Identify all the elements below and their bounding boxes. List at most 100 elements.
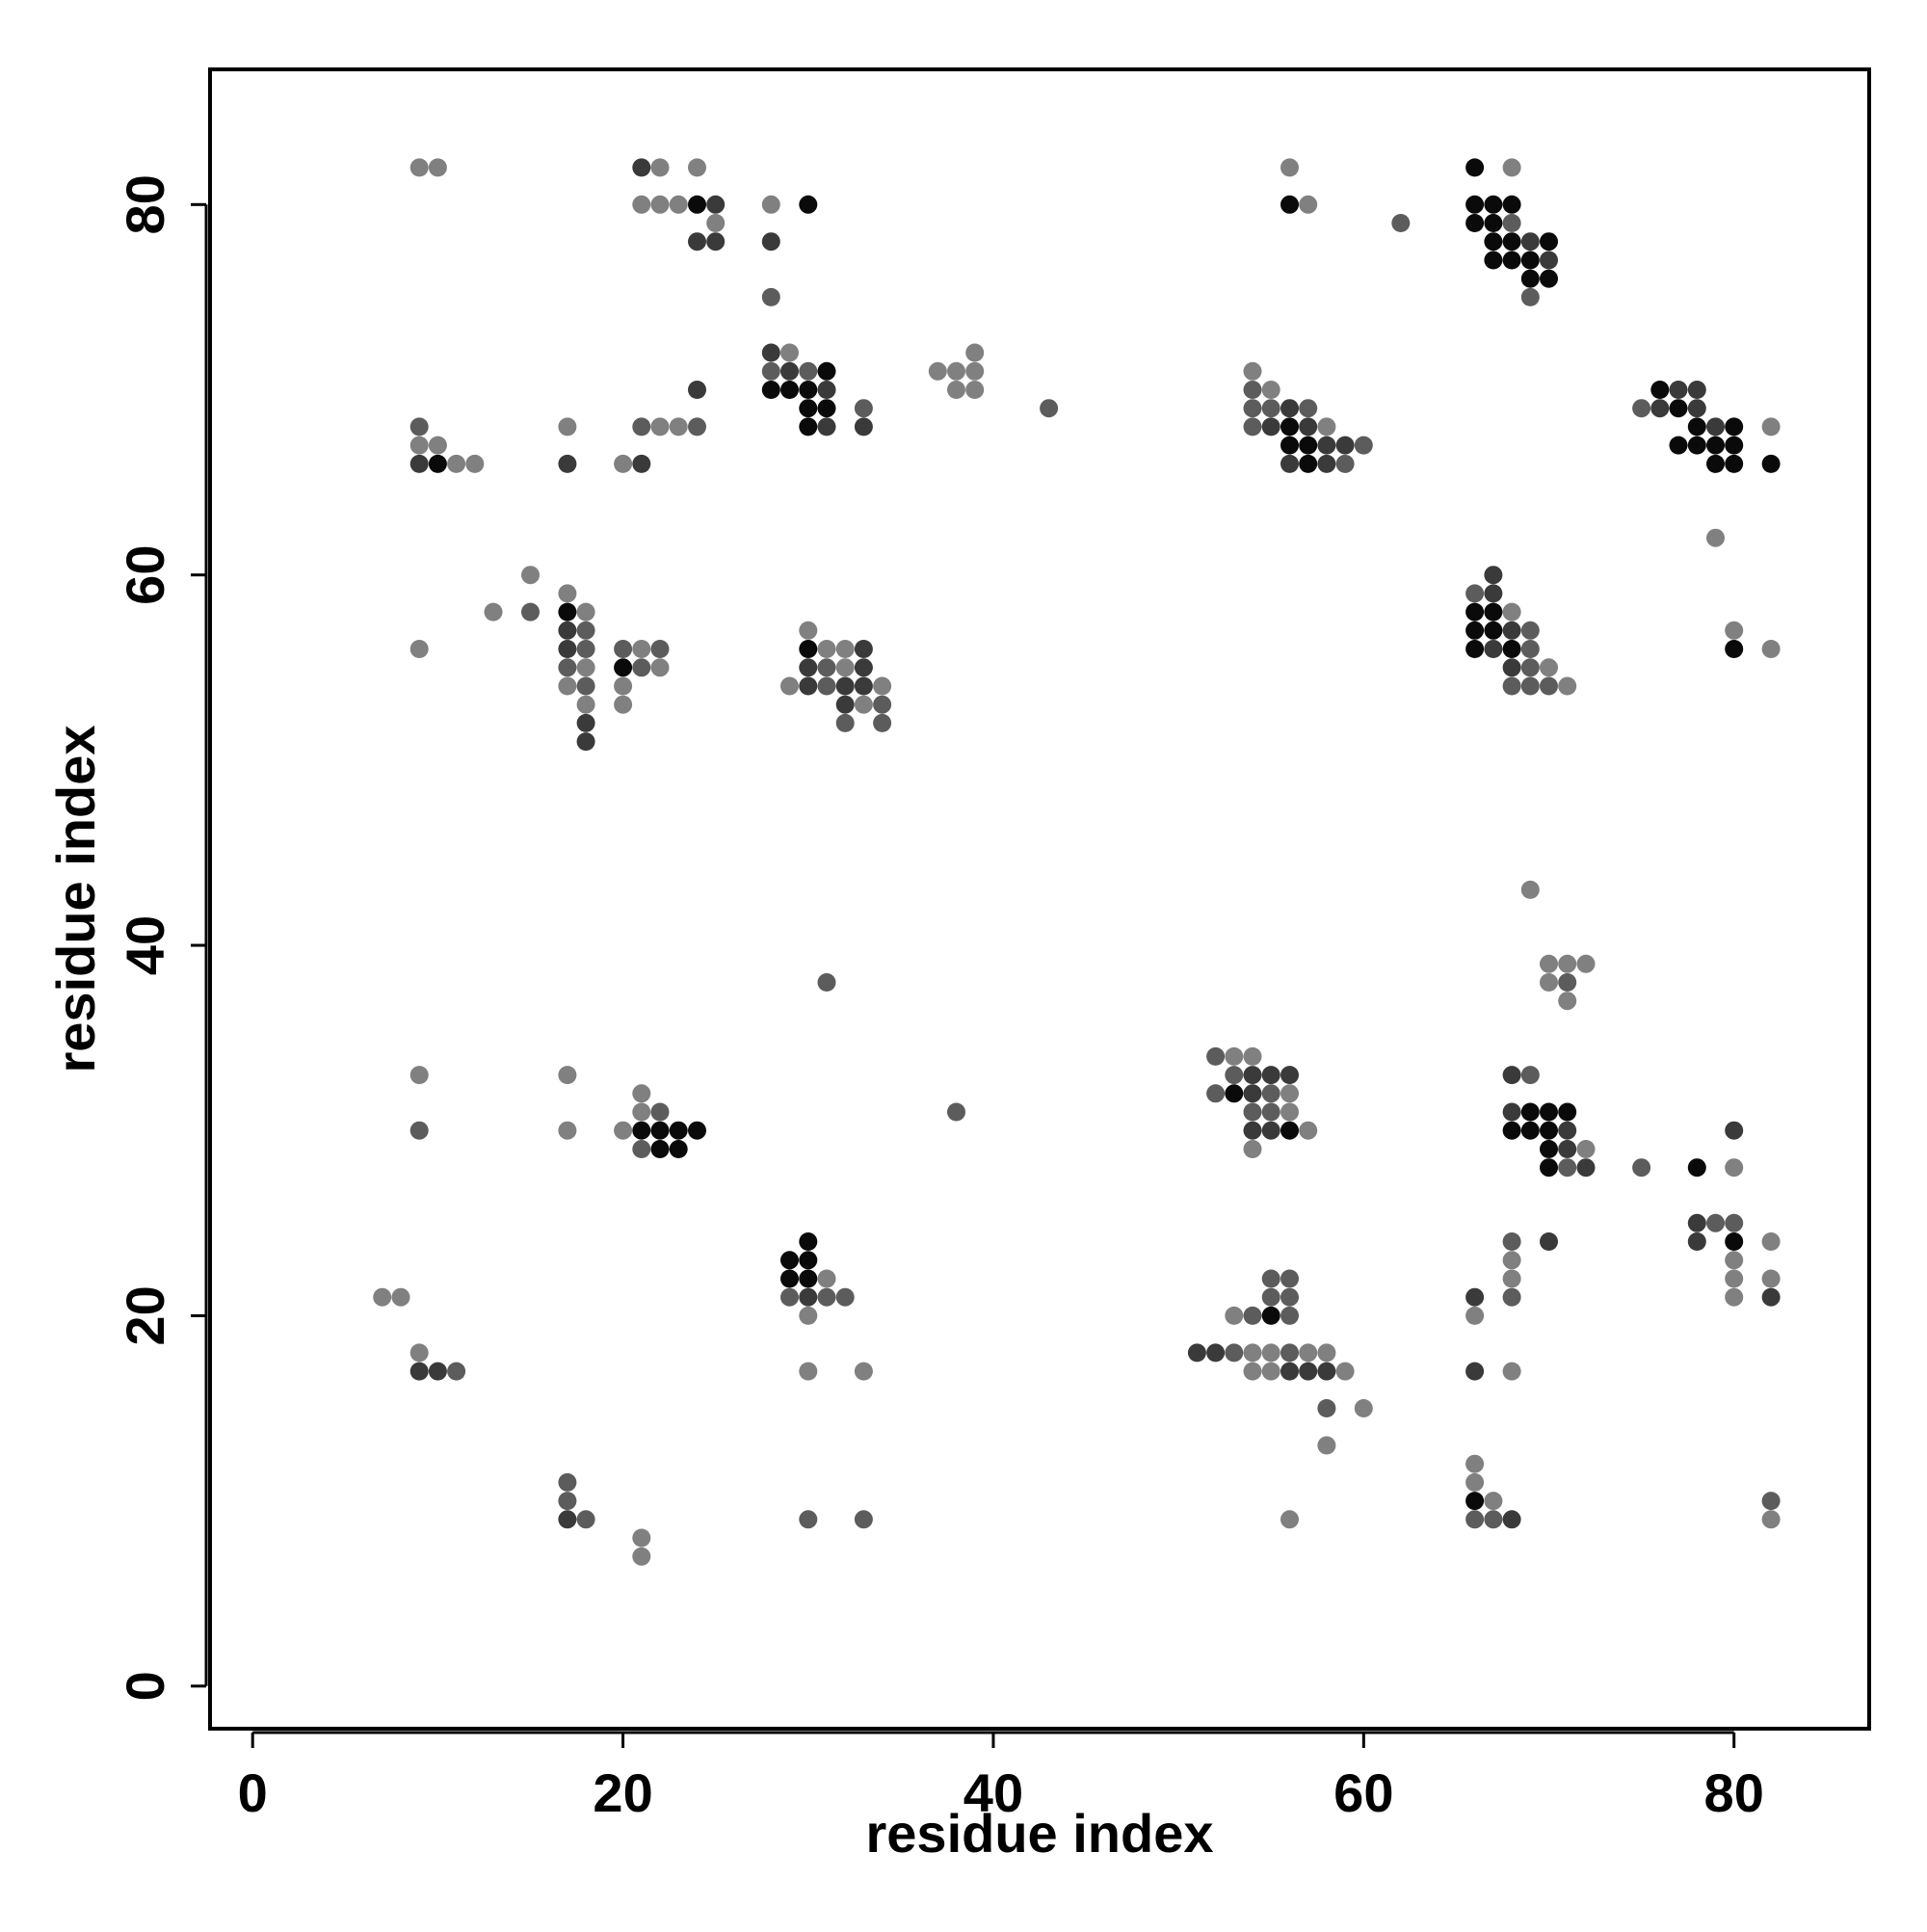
contact-point bbox=[1520, 269, 1540, 288]
contact-point bbox=[1687, 436, 1706, 455]
contact-point bbox=[1632, 399, 1651, 418]
contact-point bbox=[1040, 399, 1059, 418]
contact-point bbox=[817, 381, 836, 399]
contact-point bbox=[1243, 1343, 1262, 1363]
contact-point bbox=[1761, 1510, 1781, 1529]
contact-point bbox=[1725, 454, 1744, 473]
contact-point bbox=[1706, 454, 1725, 473]
contact-point bbox=[1558, 954, 1577, 973]
contact-point bbox=[558, 676, 577, 696]
contact-point bbox=[650, 1121, 670, 1140]
contact-point bbox=[1725, 436, 1744, 455]
contact-point bbox=[1280, 195, 1299, 214]
contact-point bbox=[1280, 1510, 1299, 1529]
contact-point bbox=[650, 158, 670, 177]
contact-point bbox=[558, 1121, 577, 1140]
contact-point bbox=[1484, 584, 1503, 603]
contact-point bbox=[632, 1547, 651, 1566]
contact-point bbox=[835, 695, 855, 714]
contact-point bbox=[1558, 1102, 1577, 1122]
contact-point bbox=[1725, 1269, 1744, 1288]
contact-point bbox=[1502, 1510, 1521, 1529]
x-axis-label: residue index bbox=[865, 1803, 1213, 1864]
contact-point bbox=[1225, 1046, 1244, 1066]
contact-point bbox=[688, 232, 706, 251]
contact-point bbox=[799, 195, 818, 214]
contact-point bbox=[761, 381, 780, 399]
contact-point bbox=[1520, 676, 1540, 696]
contact-point bbox=[1540, 1121, 1558, 1140]
contact-point bbox=[1540, 973, 1558, 992]
contact-point bbox=[1520, 251, 1540, 270]
contact-point bbox=[1725, 1287, 1744, 1307]
contact-point bbox=[650, 658, 670, 677]
contact-point bbox=[1335, 454, 1355, 473]
contact-point bbox=[576, 713, 595, 732]
contact-point bbox=[854, 658, 873, 677]
contact-point bbox=[817, 658, 836, 677]
contact-point bbox=[1669, 381, 1688, 399]
contact-point bbox=[1632, 1158, 1651, 1178]
contact-point bbox=[1669, 436, 1688, 455]
y-axis-label: residue index bbox=[45, 725, 106, 1072]
contact-point bbox=[1687, 381, 1706, 399]
contact-point bbox=[1299, 1121, 1318, 1140]
y-tick-label: 80 bbox=[115, 174, 175, 234]
contact-point bbox=[873, 695, 892, 714]
contact-point bbox=[1261, 1084, 1280, 1103]
contact-point bbox=[799, 1232, 818, 1251]
contact-point bbox=[1761, 454, 1781, 473]
contact-point bbox=[799, 1510, 818, 1529]
contact-point bbox=[1576, 954, 1596, 973]
contact-point bbox=[817, 361, 836, 381]
contact-point bbox=[1761, 1269, 1781, 1288]
contact-point bbox=[1484, 621, 1503, 640]
contact-point bbox=[1280, 436, 1299, 455]
contact-point bbox=[688, 417, 706, 437]
contact-point bbox=[817, 399, 836, 418]
contact-point bbox=[947, 361, 965, 381]
contact-point bbox=[614, 676, 633, 696]
contact-point bbox=[1706, 1213, 1725, 1232]
contact-point bbox=[835, 713, 855, 732]
contact-point bbox=[799, 1362, 818, 1381]
contact-point bbox=[632, 195, 651, 214]
contact-point bbox=[576, 658, 595, 677]
contact-point bbox=[1706, 417, 1725, 437]
contact-point bbox=[669, 1140, 688, 1158]
contact-point bbox=[1484, 602, 1503, 622]
contact-point bbox=[780, 1269, 799, 1288]
contact-point bbox=[780, 343, 799, 362]
contact-point bbox=[1299, 1362, 1318, 1381]
contact-point bbox=[1502, 621, 1521, 640]
contact-point bbox=[1576, 1140, 1596, 1158]
contact-point bbox=[1261, 399, 1280, 418]
y-tick-label: 0 bbox=[115, 1671, 175, 1701]
contact-point bbox=[614, 658, 633, 677]
contact-point bbox=[428, 436, 447, 455]
contact-point bbox=[576, 602, 595, 622]
contact-point bbox=[521, 602, 540, 622]
contact-point bbox=[650, 1102, 670, 1122]
contact-point bbox=[1261, 381, 1280, 399]
contact-point bbox=[1520, 640, 1540, 658]
contact-point bbox=[1725, 640, 1744, 658]
contact-point bbox=[632, 158, 651, 177]
contact-point bbox=[650, 195, 670, 214]
contact-point bbox=[1576, 1158, 1596, 1178]
contact-point bbox=[1502, 195, 1521, 214]
contact-point bbox=[1187, 1343, 1206, 1363]
contact-point bbox=[1484, 640, 1503, 658]
contact-point bbox=[1687, 417, 1706, 437]
contact-point bbox=[1650, 381, 1670, 399]
contact-point bbox=[1354, 436, 1373, 455]
contact-point bbox=[558, 1492, 577, 1511]
contact-point bbox=[558, 1472, 577, 1492]
contact-point bbox=[1540, 1232, 1558, 1251]
contact-point bbox=[558, 1510, 577, 1529]
contact-point bbox=[1206, 1343, 1226, 1363]
contact-point bbox=[409, 1066, 429, 1085]
contact-point bbox=[1484, 251, 1503, 270]
contact-point bbox=[928, 361, 947, 381]
